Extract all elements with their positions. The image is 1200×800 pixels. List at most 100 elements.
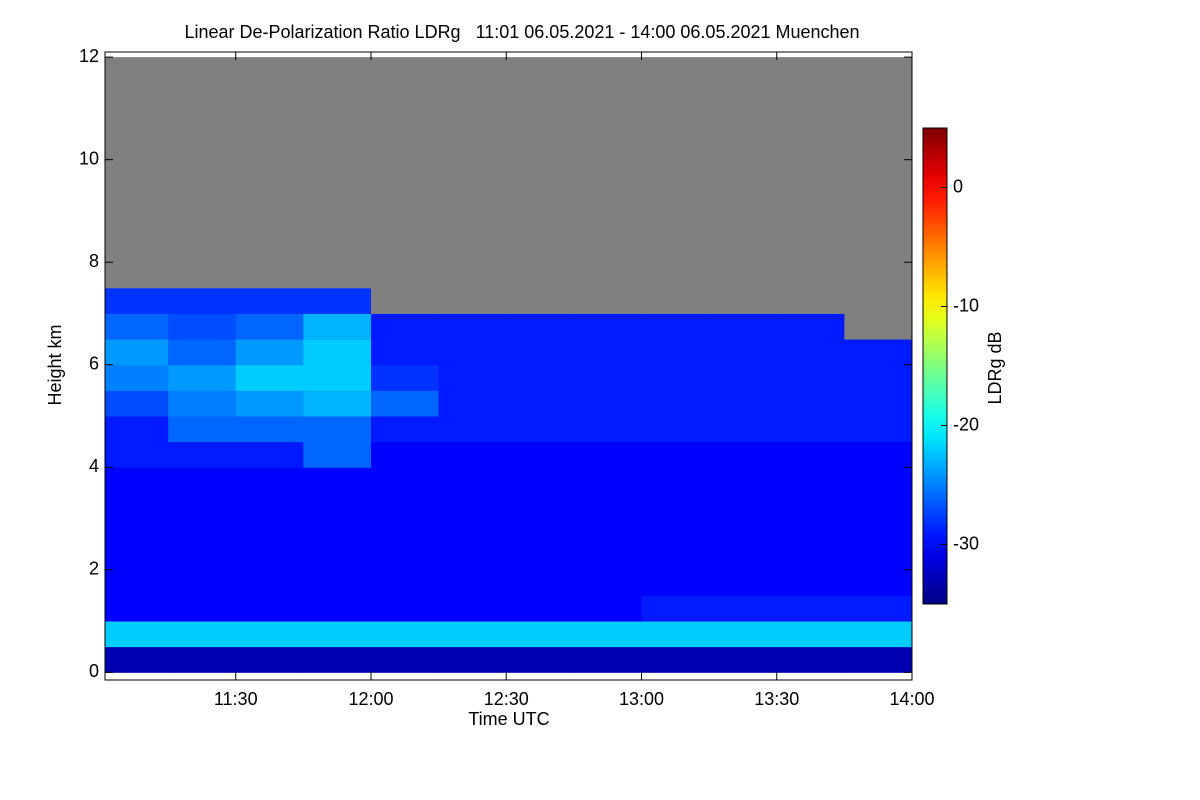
heatmap-cell [168, 287, 237, 314]
heatmap-cell [235, 646, 304, 673]
heatmap-cell [709, 364, 778, 391]
heatmap-cell [168, 82, 237, 109]
heatmap-cell [370, 518, 440, 545]
heatmap-cell [168, 185, 237, 212]
heatmap-cell [506, 569, 575, 596]
heatmap-cell [438, 287, 507, 314]
heatmap-cell [573, 595, 642, 622]
heatmap-cell [303, 82, 372, 109]
heatmap-cell [105, 364, 169, 391]
heatmap-cell [438, 441, 507, 468]
heatmap-cell [370, 339, 440, 366]
heatmap-cell [844, 236, 912, 263]
heatmap-cell [168, 210, 237, 238]
heatmap-cell [709, 313, 778, 340]
heatmap-cell [573, 57, 642, 84]
heatmap-cell [303, 390, 372, 417]
heatmap-cell [844, 646, 912, 673]
heatmap-cell [370, 134, 440, 161]
heatmap-cell [168, 467, 237, 494]
heatmap-cell [168, 159, 237, 186]
heatmap-cell [776, 364, 845, 391]
heatmap-cell [776, 313, 845, 340]
heatmap-cell [438, 467, 507, 494]
heatmap-cell [303, 364, 372, 391]
heatmap-cell [776, 339, 845, 366]
heatmap-cell [506, 646, 575, 673]
heatmap-cell [370, 210, 440, 238]
heatmap-cell [235, 518, 304, 545]
heatmap-cell [303, 415, 372, 443]
heatmap-cell [235, 364, 304, 391]
heatmap-cell [168, 390, 237, 417]
x-tick-label: 11:30 [214, 689, 258, 709]
heatmap-cell [105, 57, 169, 84]
heatmap-cell [844, 621, 912, 648]
heatmap-cell [573, 262, 642, 289]
heatmap-cell [168, 236, 237, 263]
heatmap-cell [506, 159, 575, 186]
heatmap-cell [105, 595, 169, 622]
heatmap-cell [370, 646, 440, 673]
heatmap-cell [776, 134, 845, 161]
heatmap-cell [370, 544, 440, 571]
heatmap-cell [641, 390, 710, 417]
heatmap-cell [641, 595, 710, 622]
heatmap-cell [303, 57, 372, 84]
heatmap-cell [168, 313, 237, 340]
heatmap-cell [776, 185, 845, 212]
heatmap-cell [641, 262, 710, 289]
heatmap-cell [235, 492, 304, 520]
heatmap-cell [641, 441, 710, 468]
heatmap-cell [438, 134, 507, 161]
heatmap-cell [370, 595, 440, 622]
heatmap-cell [235, 57, 304, 84]
heatmap-cell [641, 364, 710, 391]
heatmap-cell [641, 159, 710, 186]
heatmap-cell [370, 287, 440, 314]
heatmap-cell [573, 82, 642, 109]
heatmap-cell [235, 159, 304, 186]
heatmap-cell [438, 185, 507, 212]
heatmap-cell [641, 57, 710, 84]
heatmap-cell [506, 595, 575, 622]
heatmap-cell [776, 415, 845, 443]
heatmap-cell [776, 569, 845, 596]
heatmap-cell [235, 185, 304, 212]
heatmap-cell [506, 467, 575, 494]
heatmap-cell [641, 415, 710, 443]
x-axis-label: Time UTC [468, 709, 549, 729]
heatmap-cell [438, 210, 507, 238]
y-tick-label: 10 [79, 148, 99, 168]
chart-title: Linear De-Polarization Ratio LDRg 11:01 … [184, 22, 859, 42]
heatmap-cell [641, 210, 710, 238]
heatmap-cell [105, 287, 169, 314]
heatmap-cell [303, 339, 372, 366]
heatmap-cell [709, 390, 778, 417]
heatmap-cell [844, 262, 912, 289]
heatmap-cell [438, 108, 507, 135]
heatmap-cell [105, 518, 169, 545]
heatmap-cell [168, 364, 237, 391]
heatmap-cell [641, 236, 710, 263]
heatmap-cell [573, 236, 642, 263]
heatmap-cell [506, 339, 575, 366]
heatmap-cell [506, 134, 575, 161]
heatmap-cell [573, 134, 642, 161]
heatmap-cell [641, 467, 710, 494]
x-tick-label: 12:30 [484, 689, 529, 709]
heatmap-cell [776, 595, 845, 622]
heatmap-cell [235, 621, 304, 648]
heatmap-cell [105, 262, 169, 289]
colorbar-tick-label: -10 [953, 295, 979, 315]
heatmap-cell [105, 159, 169, 186]
heatmap-cell [235, 262, 304, 289]
heatmap-cell [573, 646, 642, 673]
heatmap-cell [506, 57, 575, 84]
heatmap-cell [370, 390, 440, 417]
heatmap-cell [370, 159, 440, 186]
heatmap-cell [844, 108, 912, 135]
colorbar-tick-label: -30 [953, 533, 979, 553]
heatmap-cell [303, 262, 372, 289]
heatmap-cell [105, 544, 169, 571]
